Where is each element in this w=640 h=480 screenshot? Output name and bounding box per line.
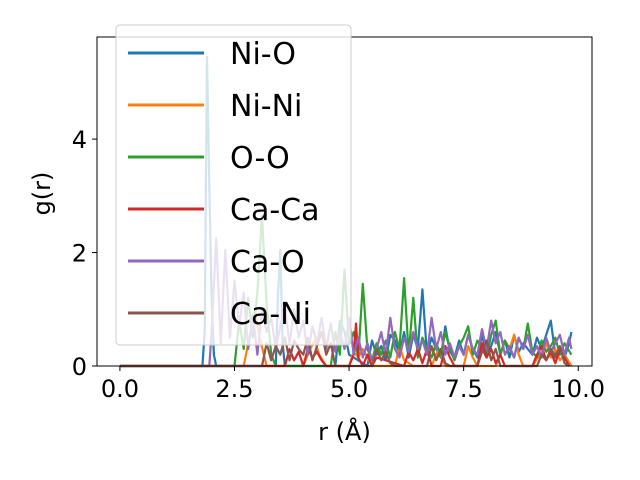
legend-item-ca-ni: Ca-Ni [128,297,311,332]
x-tick-label: 2.5 [215,375,253,403]
y-tick-label: 2 [72,240,87,268]
legend-item-ni-o: Ni-O [128,37,296,72]
legend-label: Ca-Ni [230,297,311,332]
legend-label: O-O [230,141,290,176]
legend-item-ca-ca: Ca-Ca [128,193,320,228]
x-tick-label: 5.0 [330,375,368,403]
x-axis-label: r (Å) [318,417,371,446]
y-tick-label: 4 [72,126,87,154]
x-tick-label: 0.0 [101,375,139,403]
y-axis-label: g(r) [28,172,56,216]
legend-label: Ni-Ni [230,89,302,124]
x-tick-label: 7.5 [445,375,483,403]
legend-item-ca-o: Ca-O [128,245,305,280]
legend-label: Ni-O [230,37,296,72]
legend-items: Ni-O Ni-Ni O-O Ca-Ca Ca-O Ca-Ni [128,37,320,332]
legend: Ni-O Ni-Ni O-O Ca-Ca Ca-O Ca-Ni [115,24,352,346]
x-tick-label: 10.0 [552,375,605,403]
legend-item-o-o: O-O [128,141,290,176]
legend-label: Ca-O [230,245,305,280]
legend-label: Ca-Ca [230,193,320,228]
legend-item-ni-ni: Ni-Ni [128,89,302,124]
y-axis-ticks: 0 2 4 [72,126,97,381]
y-tick-label: 0 [72,353,87,381]
x-axis-ticks: 0.0 2.5 5.0 7.5 10.0 [101,366,605,403]
